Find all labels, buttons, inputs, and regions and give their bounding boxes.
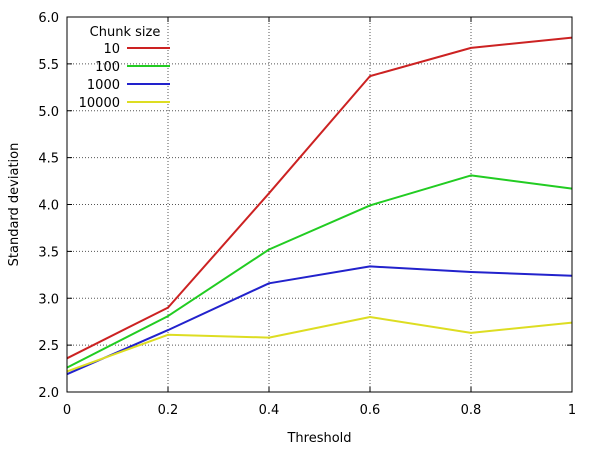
y-tick-label: 2.0: [38, 386, 59, 401]
y-tick-label: 4.0: [38, 199, 59, 214]
legend-label-1000: 1000: [87, 78, 120, 93]
y-tick-label: 6.0: [38, 11, 59, 26]
y-tick-label: 2.5: [38, 339, 59, 354]
x-tick-label: 1: [568, 403, 576, 418]
x-tick-label: 0.6: [360, 403, 381, 418]
y-tick-label: 5.0: [38, 105, 59, 120]
legend-label-100: 100: [95, 60, 120, 75]
y-tick-label: 4.5: [38, 152, 59, 167]
x-tick-label: 0: [63, 403, 71, 418]
y-tick-label: 3.5: [38, 245, 59, 260]
series-line-100: [66, 174, 573, 369]
x-tick-label: 0.4: [259, 403, 280, 418]
x-tick-label: 0.8: [461, 403, 482, 418]
legend-label-10: 10: [103, 42, 120, 57]
axis-ticks: 0 0.2 0.4 0.6 0.8 1 2.0 2.5 3.0 3.5 4.0 4.5 5.0 5.5 6.…: [38, 11, 576, 418]
x-axis-label: Threshold: [286, 431, 351, 446]
grid: [67, 17, 572, 392]
y-tick-label: 5.5: [38, 58, 59, 73]
legend-label-10000: 10000: [79, 96, 120, 111]
series-line-10000: [66, 316, 573, 373]
x-tick-label: 0.2: [158, 403, 179, 418]
series-line-10: [66, 36, 573, 360]
y-tick-label: 3.0: [38, 292, 59, 307]
y-axis-label: Standard deviation: [7, 143, 22, 267]
legend: Chunk size 10 100 1000 10000: [79, 25, 170, 111]
series-line-1000: [66, 265, 573, 376]
legend-title: Chunk size: [90, 25, 161, 40]
series-lines: [66, 36, 573, 376]
